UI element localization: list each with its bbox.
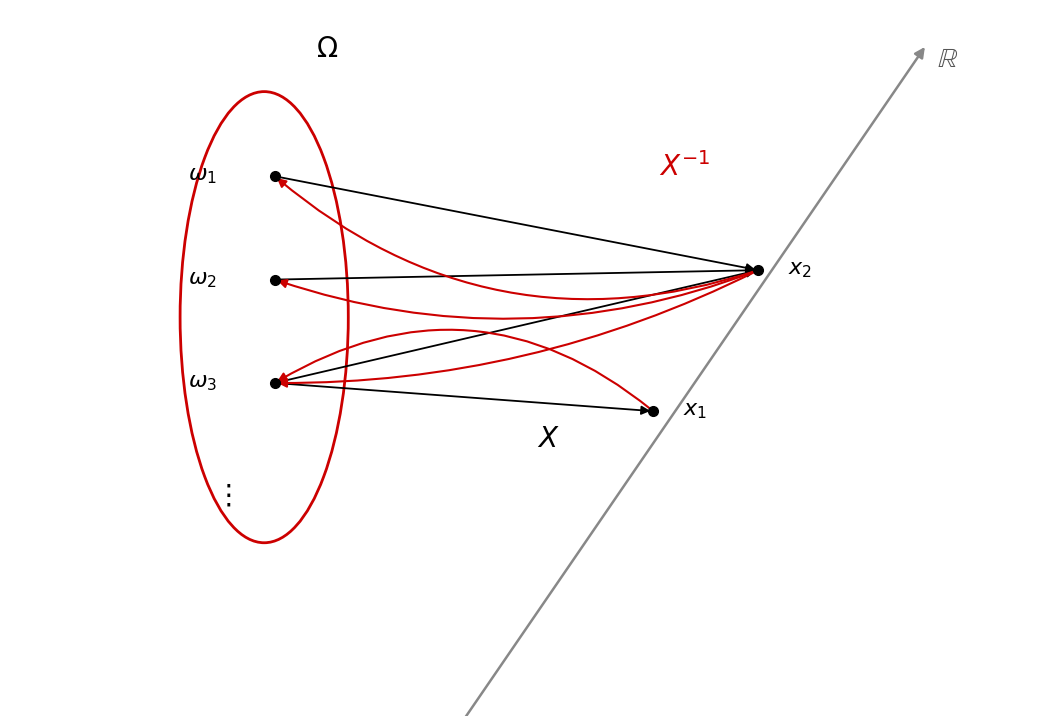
Text: $x_2$: $x_2$: [787, 260, 812, 280]
Text: $\omega_2$: $\omega_2$: [188, 270, 217, 289]
Text: $\omega_3$: $\omega_3$: [188, 373, 217, 393]
Text: $X^{-1}$: $X^{-1}$: [659, 152, 710, 182]
Text: $\omega_1$: $\omega_1$: [188, 166, 217, 186]
Text: $\vdots$: $\vdots$: [214, 482, 231, 510]
Text: $\mathbb{R}$: $\mathbb{R}$: [937, 44, 958, 73]
Text: $x_1$: $x_1$: [683, 401, 706, 421]
Text: $\Omega$: $\Omega$: [316, 35, 338, 63]
Text: $X$: $X$: [536, 425, 560, 453]
